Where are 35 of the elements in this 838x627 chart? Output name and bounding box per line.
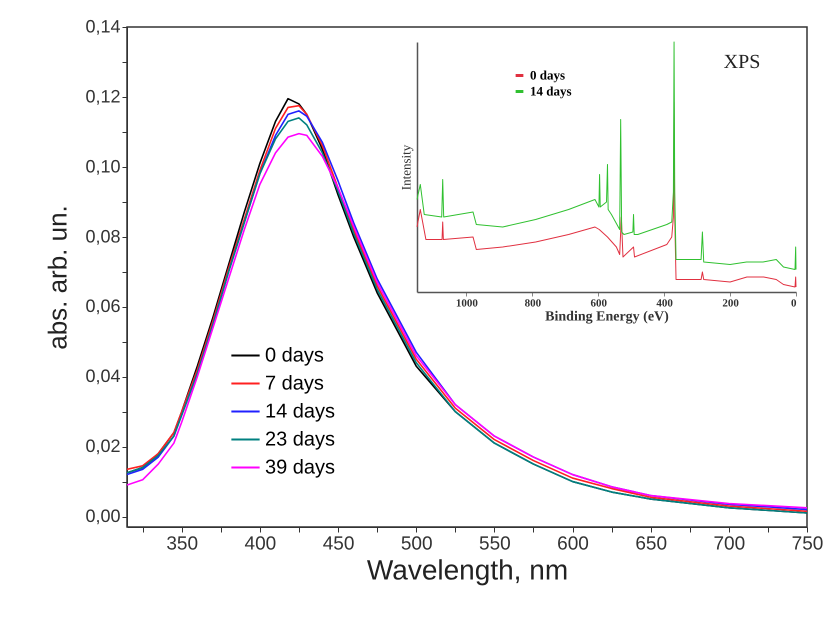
x-tick-label: 750 [792, 534, 824, 554]
x-tick-label: 500 [400, 534, 433, 554]
x-tick-label: 400 [656, 298, 674, 310]
legend-label: 14 days [530, 84, 572, 98]
x-tick-label: 350 [166, 534, 198, 554]
legend-label: 23 days [265, 428, 336, 450]
x-tick-label: 800 [524, 298, 542, 310]
y-tick-label: 0,14 [85, 16, 120, 36]
x-tick-label: 650 [635, 534, 668, 554]
legend-label: 0 days [265, 344, 324, 366]
x-tick-label: 700 [713, 534, 746, 554]
chart-title: XPS [724, 51, 760, 73]
legend-label: 14 days [265, 400, 336, 422]
y-tick-label: 0,02 [85, 436, 120, 456]
y-tick-label: 0,00 [85, 506, 120, 526]
x-tick-label: 600 [557, 534, 589, 554]
x-tick-label: 550 [479, 534, 511, 554]
x-tick-label: 1000 [456, 298, 478, 310]
legend-label: 39 days [265, 456, 336, 478]
x-axis-title: Wavelength, nm [366, 554, 568, 586]
x-tick-label: 450 [322, 534, 354, 554]
y-axis-title: abs. arb. un. [42, 205, 72, 350]
y-tick-label: 0,10 [85, 156, 120, 176]
x-tick-label: 200 [722, 298, 740, 310]
y-tick-label: 0,08 [85, 226, 120, 246]
y-tick-label: 0,04 [85, 366, 120, 386]
legend-label: 0 days [530, 68, 566, 82]
x-axis-title: Binding Energy (eV) [545, 310, 670, 324]
y-tick-label: 0,12 [85, 86, 120, 106]
x-tick-label: 0 [791, 298, 797, 310]
legend-label: 7 days [265, 372, 324, 394]
x-tick-label: 600 [590, 298, 608, 310]
x-tick-label: 400 [244, 534, 276, 554]
y-axis-title: Intensity [398, 144, 414, 190]
y-tick-label: 0,06 [85, 296, 120, 316]
